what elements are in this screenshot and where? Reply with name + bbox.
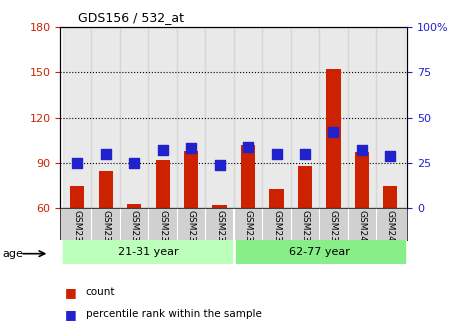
Bar <box>63 240 234 264</box>
Text: ■: ■ <box>65 286 76 299</box>
Bar <box>319 27 348 208</box>
Point <box>102 151 109 157</box>
Bar <box>291 27 319 208</box>
Text: GSM2396: GSM2396 <box>244 210 252 253</box>
Bar <box>149 27 177 208</box>
Point <box>159 148 166 153</box>
Bar <box>298 166 312 208</box>
Point <box>273 151 280 157</box>
Point <box>301 151 309 157</box>
Bar <box>348 27 376 208</box>
Text: GSM2390: GSM2390 <box>73 210 82 253</box>
Point <box>131 160 138 166</box>
Text: GSM2398: GSM2398 <box>300 210 309 253</box>
Text: GSM2397: GSM2397 <box>272 210 281 253</box>
Bar <box>177 27 206 208</box>
Bar <box>355 153 369 208</box>
Text: GSM2399: GSM2399 <box>329 210 338 253</box>
Bar <box>206 27 234 208</box>
Bar <box>70 185 84 208</box>
Bar <box>184 151 198 208</box>
Bar <box>234 27 262 208</box>
Bar <box>127 204 141 208</box>
Text: count: count <box>86 287 115 297</box>
Bar <box>241 145 255 208</box>
Text: 62-77 year: 62-77 year <box>289 247 350 257</box>
Point <box>216 162 223 167</box>
Point <box>244 144 252 149</box>
Bar <box>376 27 405 208</box>
Bar <box>269 189 284 208</box>
Text: percentile rank within the sample: percentile rank within the sample <box>86 309 262 319</box>
Bar <box>120 27 149 208</box>
Point <box>358 148 366 153</box>
Bar <box>234 240 405 264</box>
Text: GSM2394: GSM2394 <box>187 210 196 253</box>
Bar <box>383 185 397 208</box>
Text: ■: ■ <box>65 308 76 321</box>
Bar <box>156 160 170 208</box>
Text: 21-31 year: 21-31 year <box>118 247 179 257</box>
Point <box>330 129 337 135</box>
Text: age: age <box>2 249 23 259</box>
Bar <box>99 170 113 208</box>
Point <box>387 153 394 158</box>
Point <box>74 160 81 166</box>
Point <box>188 146 195 151</box>
Bar <box>262 27 291 208</box>
Bar <box>63 27 92 208</box>
Text: GSM2392: GSM2392 <box>130 210 139 253</box>
Bar <box>326 69 341 208</box>
Bar <box>213 205 227 208</box>
Text: GSM2395: GSM2395 <box>215 210 224 253</box>
Text: GSM2393: GSM2393 <box>158 210 167 253</box>
Bar <box>92 27 120 208</box>
Text: GSM2391: GSM2391 <box>101 210 110 253</box>
Text: GSM2400: GSM2400 <box>357 210 366 253</box>
Text: GDS156 / 532_at: GDS156 / 532_at <box>78 11 183 24</box>
Text: GSM2401: GSM2401 <box>386 210 395 253</box>
